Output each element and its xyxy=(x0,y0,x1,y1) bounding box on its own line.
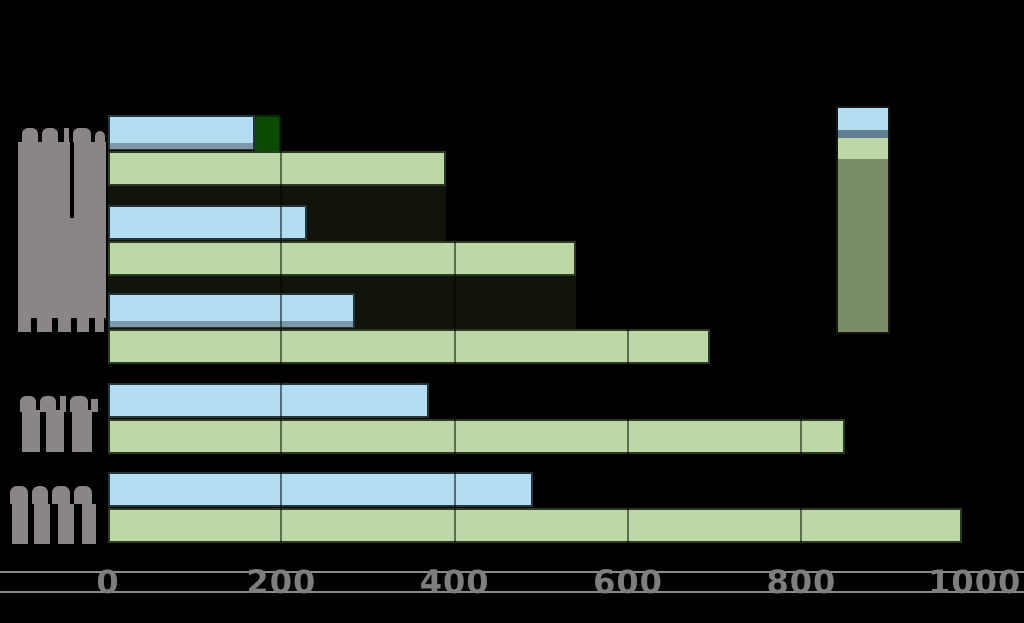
gridline-200 xyxy=(280,107,283,571)
bar-2016-blue xyxy=(108,383,429,418)
stacked-mini-bar xyxy=(836,106,890,334)
mini-bar-segment-light-blue xyxy=(838,108,888,130)
bar-2018-blue xyxy=(108,205,308,240)
x-tick-label: 400 xyxy=(419,563,490,601)
bar-2019-slate-edge xyxy=(110,143,254,149)
x-tick-label: 600 xyxy=(593,563,663,601)
y-label-blob-5 xyxy=(10,484,98,544)
bar-2015-green xyxy=(108,508,962,543)
x-axis-line-upper xyxy=(0,571,1024,573)
bar-extra-darkgreen xyxy=(255,115,282,153)
x-tick-label: 800 xyxy=(766,563,837,601)
bar-2015-blue xyxy=(108,472,533,507)
x-tick-label: 1000 xyxy=(928,563,1022,601)
bar-2016-green xyxy=(108,419,845,454)
mini-bar-segment-slate xyxy=(838,130,888,138)
y-label-blob-4 xyxy=(20,394,98,452)
x-tick-label: 200 xyxy=(246,563,317,601)
bar-2017-green xyxy=(108,329,711,364)
gridline-400 xyxy=(453,107,456,571)
x-tick-label: 0 xyxy=(96,563,120,601)
gridline-1000 xyxy=(973,107,976,571)
mini-bar-segment-olive xyxy=(838,159,888,332)
bar-2018-green xyxy=(108,241,577,276)
y-label-blob-merged-top xyxy=(18,126,106,332)
x-axis-line-lower xyxy=(0,591,1024,593)
mini-bar-segment-light-green xyxy=(838,138,888,159)
gridline-800 xyxy=(800,107,803,571)
bar-2019-green xyxy=(108,151,446,186)
bar-2017-slate-edge xyxy=(110,321,353,327)
gridline-600 xyxy=(627,107,630,571)
